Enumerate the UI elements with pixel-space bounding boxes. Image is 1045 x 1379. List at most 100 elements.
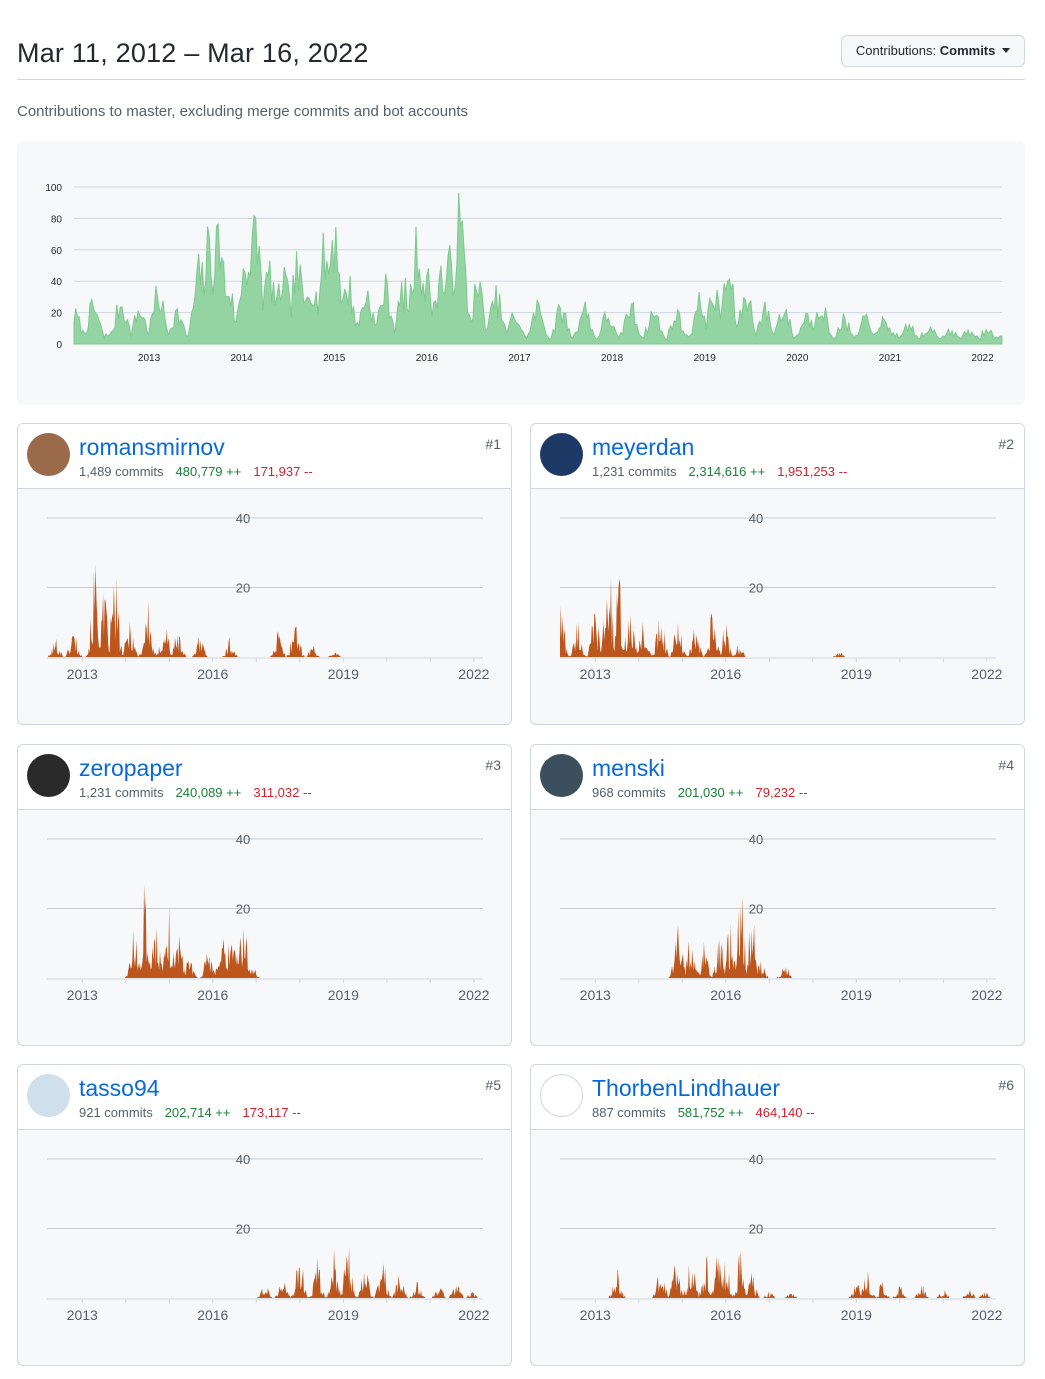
card-x-tick-label: 2013: [580, 987, 611, 1003]
card-x-tick-label: 2019: [328, 666, 359, 682]
contributor-card: romansmirnov 1,489 commits 480,779 ++ 171,9…: [17, 423, 512, 725]
overview-y-tick-label: 20: [51, 309, 63, 320]
card-x-tick-label: 2022: [971, 1307, 1002, 1323]
card-x-tick-label: 2019: [841, 1307, 872, 1323]
overview-y-tick-label: 40: [51, 277, 63, 288]
card-x-tick-label: 2022: [458, 987, 489, 1003]
contributions-label: Contributions:: [855, 43, 937, 58]
contributor-card: zeropaper 1,231 commits 240,089 ++ 311,032 …: [17, 744, 512, 1046]
additions-count: 240,089 ++: [175, 785, 242, 800]
contributor-stats: 887 commits 581,752 ++ 464,140 --: [592, 1105, 815, 1120]
deletions-count: 1,951,253 --: [777, 464, 848, 479]
card-x-tick-label: 2013: [67, 666, 98, 682]
card-x-tick-label: 2016: [710, 1307, 741, 1323]
header: Mar 11, 2012 – Mar 16, 2022 Contribution…: [17, 30, 1025, 80]
date-range-title: Mar 11, 2012 – Mar 16, 2022: [17, 38, 369, 68]
deletions-count: 311,032 --: [253, 785, 312, 800]
overview-x-tick-label: 2018: [601, 353, 624, 364]
overview-x-tick-label: 2022: [971, 353, 994, 364]
contributor-name-link[interactable]: zeropaper: [79, 755, 183, 781]
contributor-card-header: menski 968 commits 201,030 ++ 79,232 -- #4: [531, 745, 1024, 810]
overview-x-tick-label: 2013: [138, 353, 161, 364]
card-y-tick-label: 40: [749, 832, 763, 847]
contributor-rank: #5: [485, 1077, 501, 1093]
overview-chart: 0 20 40 60 80 100 2013 2014 2015 2016 2017 2018 2019…: [17, 141, 1025, 405]
card-x-tick-label: 2019: [328, 1307, 359, 1323]
overview-y-tick-label: 80: [51, 214, 63, 225]
card-x-tick-label: 2022: [971, 666, 1002, 682]
card-x-tick-label: 2013: [67, 1307, 98, 1323]
card-x-tick-label: 2016: [710, 666, 741, 682]
contributor-card: tasso94 921 commits 202,714 ++ 173,117 -- #5…: [17, 1064, 512, 1366]
overview-area-series: [73, 192, 1003, 345]
contributor-card-header: tasso94 921 commits 202,714 ++ 173,117 -- #5: [18, 1065, 511, 1130]
commit-count: 1,231 commits: [79, 785, 164, 800]
contributions-dropdown-button[interactable]: Contributions: Commits: [840, 35, 1025, 67]
contributor-name-link[interactable]: romansmirnov: [79, 434, 225, 460]
deletions-count: 464,140 --: [755, 1105, 815, 1120]
card-x-tick-label: 2019: [841, 987, 872, 1003]
additions-count: 480,779 ++: [175, 464, 242, 479]
card-y-tick-label: 40: [236, 1152, 250, 1167]
card-x-tick-label: 2016: [710, 987, 741, 1003]
card-y-tick-label: 20: [749, 581, 763, 596]
contributor-rank: #1: [485, 436, 501, 452]
contributor-card-header: ThorbenLindhauer 887 commits 581,752 ++ 464…: [531, 1065, 1024, 1130]
card-y-tick-label: 20: [749, 1222, 763, 1237]
contributor-rank: #4: [998, 757, 1014, 773]
contributor-name-link[interactable]: menski: [592, 755, 665, 781]
contributor-area-series: [47, 884, 483, 978]
contributor-name-link[interactable]: ThorbenLindhauer: [592, 1075, 780, 1101]
commit-count: 1,231 commits: [592, 464, 677, 479]
overview-x-tick-label: 2019: [694, 353, 717, 364]
card-x-tick-label: 2013: [67, 987, 98, 1003]
overview-x-tick-label: 2017: [508, 353, 531, 364]
avatar[interactable]: [540, 754, 583, 797]
card-x-tick-label: 2016: [197, 987, 228, 1003]
commit-count: 968 commits: [592, 785, 666, 800]
card-y-tick-label: 20: [236, 902, 250, 917]
contributor-stats: 921 commits 202,714 ++ 173,117 --: [79, 1105, 301, 1120]
contributor-chart: 20 40 2013 2016 2019 2022: [47, 1152, 490, 1323]
card-y-tick-label: 40: [236, 511, 250, 526]
additions-count: 201,030 ++: [677, 785, 744, 800]
avatar[interactable]: [27, 1074, 70, 1117]
card-x-tick-label: 2013: [580, 1307, 611, 1323]
overview-chart-svg: 0 20 40 60 80 100 2013 2014 2015 2016 2017 2018 2019…: [45, 183, 1003, 364]
contributor-card-header: zeropaper 1,231 commits 240,089 ++ 311,032 …: [18, 745, 511, 810]
overview-y-tick-label: 60: [51, 246, 63, 257]
contributor-stats: 1,489 commits 480,779 ++ 171,937 --: [79, 464, 313, 479]
overview-x-tick-label: 2014: [231, 353, 254, 364]
commit-count: 887 commits: [592, 1105, 666, 1120]
additions-count: 581,752 ++: [677, 1105, 744, 1120]
card-x-tick-label: 2019: [841, 666, 872, 682]
contributor-chart: 20 40 2013 2016 2019 2022: [47, 832, 490, 1003]
contributor-rank: #2: [998, 436, 1014, 452]
contributor-rank: #6: [998, 1077, 1014, 1093]
caret-down-icon: [1002, 48, 1010, 53]
card-x-tick-label: 2016: [197, 1307, 228, 1323]
avatar[interactable]: [540, 433, 583, 476]
contributor-stats: 1,231 commits 2,314,616 ++ 1,951,253 --: [592, 464, 847, 479]
deletions-count: 79,232 --: [755, 785, 808, 800]
card-y-tick-label: 40: [749, 511, 763, 526]
additions-count: 202,714 ++: [164, 1105, 231, 1120]
overview-y-tick-label: 100: [45, 183, 62, 194]
avatar[interactable]: [540, 1074, 583, 1117]
overview-x-tick-label: 2016: [416, 353, 439, 364]
page-subtitle: Contributions to master, excluding merge…: [17, 103, 469, 120]
contributor-stats: 968 commits 201,030 ++ 79,232 --: [592, 785, 808, 800]
avatar[interactable]: [27, 754, 70, 797]
contributor-chart: 20 40 2013 2016 2019 2022: [47, 511, 490, 682]
contributor-card: ThorbenLindhauer 887 commits 581,752 ++ 464…: [530, 1064, 1025, 1366]
overview-y-tick-label: 0: [56, 340, 62, 351]
card-y-tick-label: 40: [749, 1152, 763, 1167]
card-y-tick-label: 20: [749, 902, 763, 917]
contributor-name-link[interactable]: tasso94: [79, 1075, 160, 1101]
contributor-area-series: [560, 577, 996, 657]
avatar[interactable]: [27, 433, 70, 476]
contributor-card-header: meyerdan 1,231 commits 2,314,616 ++ 1,951,2…: [531, 424, 1024, 489]
contributor-card: meyerdan 1,231 commits 2,314,616 ++ 1,951,2…: [530, 423, 1025, 725]
contributor-name-link[interactable]: meyerdan: [592, 434, 695, 460]
overview-x-tick-label: 2021: [879, 353, 902, 364]
